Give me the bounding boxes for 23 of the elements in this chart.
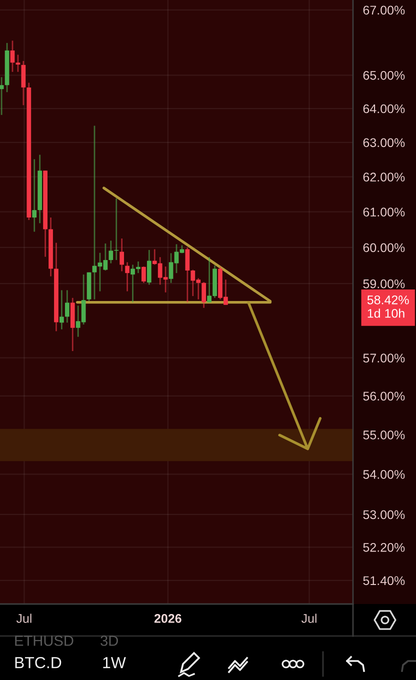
text: 3D xyxy=(100,636,118,646)
x-tick-label: 2026 xyxy=(154,614,182,623)
y-tick-label: 61.00% xyxy=(363,208,405,217)
x-tick-label: Jul xyxy=(301,614,316,623)
y-tick-label: 53.00% xyxy=(363,510,405,520)
y-tick-label: 52.20% xyxy=(363,542,405,552)
y-tick-label: 62.00% xyxy=(363,172,405,182)
text: 58.42% 1d 10h xyxy=(367,295,409,318)
text: 1W xyxy=(103,657,126,668)
text: ETHUSD xyxy=(15,636,74,646)
x-tick-label: Jul xyxy=(16,614,32,623)
y-tick-label: 55.00% xyxy=(363,430,405,440)
y-tick-label: 57.00% xyxy=(363,354,405,362)
y-tick-label: 59.00% xyxy=(363,279,405,288)
y-tick-label: 63.00% xyxy=(363,138,405,148)
text: BTC.D xyxy=(15,656,62,668)
y-tick-label: 51.40% xyxy=(363,576,405,586)
y-tick-label: 56.00% xyxy=(363,392,405,401)
y-tick-label: 65.00% xyxy=(363,70,405,80)
y-tick-label: 67.00% xyxy=(363,6,405,15)
y-tick-label: 60.00% xyxy=(363,243,405,252)
y-tick-label: 64.00% xyxy=(363,104,405,114)
y-tick-label: 54.00% xyxy=(363,470,405,479)
